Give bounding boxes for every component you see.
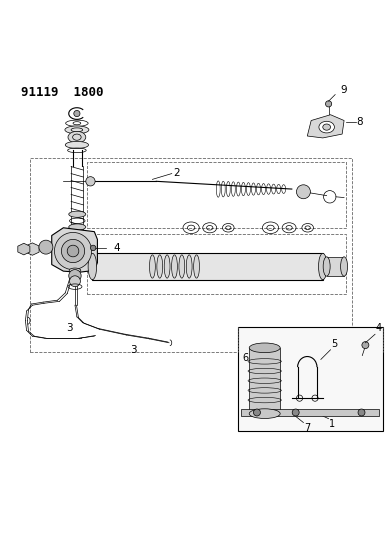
Bar — [241, 409, 379, 416]
Ellipse shape — [65, 126, 89, 134]
Circle shape — [90, 245, 96, 251]
Circle shape — [254, 409, 261, 416]
Text: 1: 1 — [329, 419, 335, 430]
Text: 3: 3 — [130, 345, 136, 355]
Circle shape — [69, 270, 81, 282]
Ellipse shape — [69, 268, 81, 273]
Ellipse shape — [319, 122, 334, 133]
Ellipse shape — [249, 343, 280, 353]
Text: 2: 2 — [174, 168, 180, 178]
Ellipse shape — [65, 141, 89, 148]
Text: 5: 5 — [331, 339, 338, 349]
Polygon shape — [26, 243, 39, 255]
Text: 6: 6 — [242, 353, 248, 364]
Ellipse shape — [68, 131, 86, 143]
Ellipse shape — [194, 255, 199, 278]
Ellipse shape — [179, 255, 185, 278]
Text: 4: 4 — [376, 324, 381, 334]
Circle shape — [69, 276, 80, 287]
Text: 4: 4 — [113, 243, 120, 253]
Circle shape — [55, 232, 92, 270]
Circle shape — [326, 101, 332, 107]
Bar — [87, 162, 346, 228]
Circle shape — [74, 110, 80, 117]
Ellipse shape — [323, 124, 331, 130]
Circle shape — [39, 240, 53, 254]
Polygon shape — [18, 243, 30, 255]
Bar — [30, 158, 352, 352]
Text: 9: 9 — [340, 85, 347, 95]
Polygon shape — [52, 228, 98, 272]
Text: 91119  1800: 91119 1800 — [21, 86, 103, 99]
Ellipse shape — [69, 211, 86, 217]
Ellipse shape — [186, 255, 192, 278]
Circle shape — [86, 176, 95, 186]
Bar — [87, 233, 346, 294]
Circle shape — [358, 409, 365, 416]
Ellipse shape — [249, 409, 280, 418]
Ellipse shape — [319, 253, 327, 280]
Bar — [249, 348, 280, 414]
Ellipse shape — [340, 257, 347, 276]
Text: 8: 8 — [356, 117, 363, 127]
Circle shape — [362, 342, 369, 349]
Circle shape — [67, 245, 79, 257]
Circle shape — [296, 185, 310, 199]
Circle shape — [61, 239, 85, 263]
Ellipse shape — [149, 255, 155, 278]
Ellipse shape — [69, 224, 86, 230]
Circle shape — [292, 409, 299, 416]
Ellipse shape — [157, 255, 163, 278]
Bar — [238, 327, 383, 431]
Polygon shape — [307, 115, 344, 138]
Ellipse shape — [41, 243, 51, 251]
Ellipse shape — [323, 257, 330, 276]
Ellipse shape — [164, 255, 170, 278]
Bar — [327, 257, 344, 276]
Text: 7: 7 — [304, 423, 310, 433]
Bar — [92, 253, 323, 280]
Text: 3: 3 — [66, 324, 73, 334]
Ellipse shape — [88, 253, 97, 280]
Ellipse shape — [172, 255, 177, 278]
